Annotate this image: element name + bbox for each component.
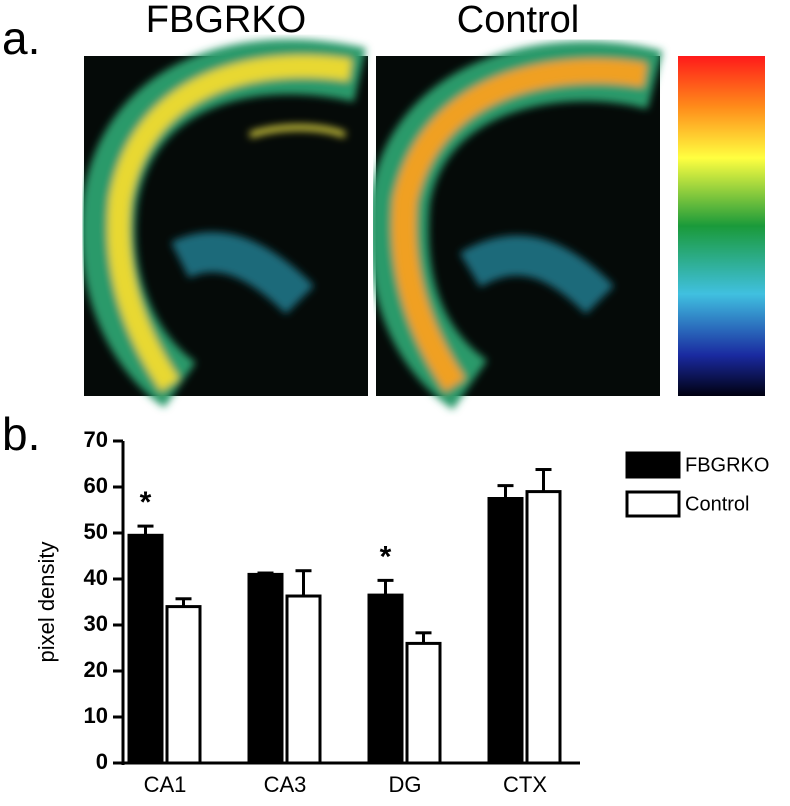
color-scale [678, 56, 765, 396]
bar [525, 490, 562, 765]
legend-label: FBGRKO [685, 454, 769, 476]
y-tick-label: 0 [96, 749, 108, 774]
y-tick-label: 40 [84, 565, 108, 590]
panel-label: a. [2, 12, 40, 64]
significance-marker: * [380, 540, 392, 573]
brain-image [80, 39, 368, 408]
panel-label: b. [2, 408, 40, 460]
y-tick-label: 20 [84, 657, 108, 682]
x-tick-label: CTX [503, 772, 547, 797]
brain-image [368, 41, 663, 410]
bar [165, 605, 202, 765]
bar [405, 641, 442, 765]
bar [367, 593, 404, 765]
y-tick-label: 60 [84, 473, 108, 498]
bar [285, 594, 322, 765]
y-tick-label: 10 [84, 703, 108, 728]
image-title: FBGRKO [146, 0, 306, 41]
x-tick-label: DG [389, 772, 422, 797]
x-tick-label: CA3 [264, 772, 307, 797]
y-tick-label: 50 [84, 519, 108, 544]
bar [127, 533, 164, 765]
significance-marker: * [140, 486, 152, 519]
y-tick-label: 70 [84, 427, 108, 452]
bar [247, 572, 284, 765]
image-title: Control [457, 0, 580, 41]
y-tick-label: 30 [84, 611, 108, 636]
x-tick-label: CA1 [144, 772, 187, 797]
y-axis-label: pixel density [34, 541, 59, 662]
legend-swatch [625, 451, 681, 479]
bar [487, 497, 524, 765]
legend-label: Control [685, 493, 749, 515]
legend-swatch [625, 490, 681, 518]
